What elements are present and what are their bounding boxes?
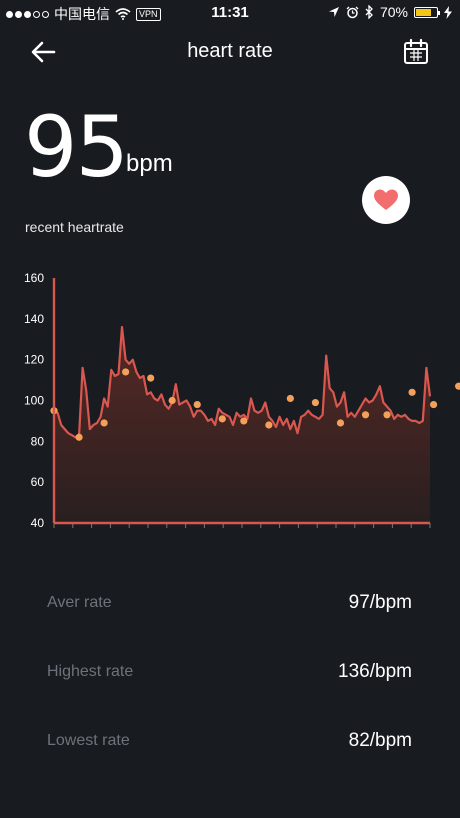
data-point [240,417,248,425]
status-bar: 中国电信 VPN 11:31 70% [0,0,460,26]
y-tick-label: 120 [24,353,44,367]
data-point [168,396,176,405]
status-right: 70% [328,4,452,20]
nav-bar: heart rate [0,30,460,74]
carrier-label: 中国电信 [54,6,110,22]
stat-label: Lowest rate [47,732,130,749]
status-left: 中国电信 VPN [6,4,161,24]
stat-row-average: Aver rate 97/bpm [0,578,460,628]
signal-icon [6,10,49,18]
data-point [429,400,438,409]
location-arrow-icon [328,7,339,17]
heartrate-area [54,327,430,523]
stat-value: 136/bpm [338,661,412,682]
alarm-icon [346,6,359,18]
current-bpm-unit: bpm [126,150,173,177]
stat-label: Highest rate [47,663,134,680]
stat-value: 97/bpm [348,592,412,613]
data-point [455,382,460,390]
heart-button[interactable] [362,176,410,224]
data-point [193,400,201,409]
data-point [147,374,155,382]
charging-icon [444,5,452,19]
data-point [383,411,391,419]
heartrate-chart: 40 60 80 100 120 140 160 [0,262,460,542]
chart-label: recent heartrate [25,219,124,235]
y-tick-label: 140 [24,312,44,326]
heart-icon [374,189,398,210]
data-point [311,398,320,407]
back-arrow-icon[interactable] [28,36,60,68]
stat-row-lowest: Lowest rate 82/bpm [0,716,460,766]
current-bpm-value: 95 [24,98,129,196]
data-point [336,419,345,427]
bluetooth-icon [365,5,373,19]
y-tick-label: 80 [31,434,45,448]
y-tick-label: 160 [24,271,44,285]
data-point [286,394,294,403]
stat-label: Aver rate [47,594,112,611]
stat-value: 82/bpm [348,730,412,751]
vpn-badge: VPN [136,7,161,21]
data-point [218,415,226,423]
data-point [100,419,108,427]
wifi-icon [115,8,131,20]
heartrate-line [53,325,432,439]
data-point [408,388,416,396]
data-point [75,433,83,441]
heartrate-chart-svg: 40 60 80 100 120 140 160 [24,271,460,530]
battery-icon [414,6,440,18]
y-tick-label: 100 [24,394,44,408]
status-time: 11:31 [211,4,249,21]
calendar-icon[interactable] [402,38,430,66]
battery-percent: 70% [379,4,408,20]
y-tick-label: 40 [31,516,45,530]
data-point [265,421,273,429]
data-point [122,368,130,376]
stat-row-highest: Highest rate 136/bpm [0,647,460,697]
page-title: heart rate [187,40,273,62]
y-tick-label: 60 [31,475,45,489]
data-point [361,411,370,419]
